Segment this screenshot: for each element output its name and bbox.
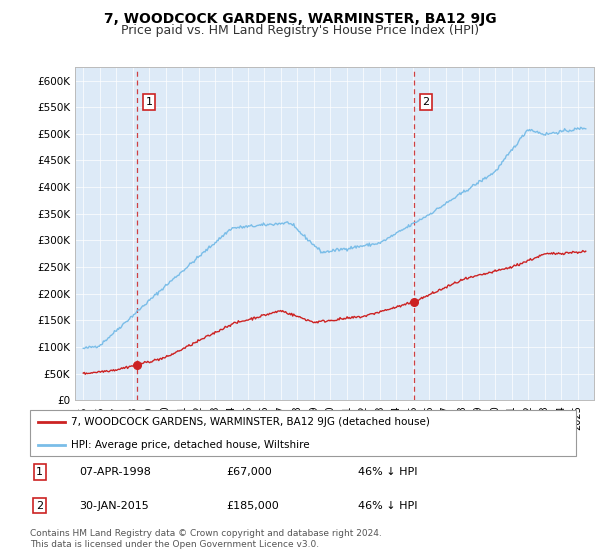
Text: 2: 2: [422, 97, 430, 107]
Text: 46% ↓ HPI: 46% ↓ HPI: [358, 467, 417, 477]
Text: 1: 1: [145, 97, 152, 107]
Text: 1: 1: [37, 467, 43, 477]
Text: 7, WOODCOCK GARDENS, WARMINSTER, BA12 9JG (detached house): 7, WOODCOCK GARDENS, WARMINSTER, BA12 9J…: [71, 417, 430, 427]
Text: Price paid vs. HM Land Registry's House Price Index (HPI): Price paid vs. HM Land Registry's House …: [121, 24, 479, 36]
Text: Contains HM Land Registry data © Crown copyright and database right 2024.
This d: Contains HM Land Registry data © Crown c…: [30, 529, 382, 549]
Text: 30-JAN-2015: 30-JAN-2015: [79, 501, 149, 511]
Text: 2: 2: [36, 501, 43, 511]
Text: 07-APR-1998: 07-APR-1998: [79, 467, 151, 477]
Text: £185,000: £185,000: [227, 501, 280, 511]
Text: 7, WOODCOCK GARDENS, WARMINSTER, BA12 9JG: 7, WOODCOCK GARDENS, WARMINSTER, BA12 9J…: [104, 12, 496, 26]
Text: 46% ↓ HPI: 46% ↓ HPI: [358, 501, 417, 511]
Text: HPI: Average price, detached house, Wiltshire: HPI: Average price, detached house, Wilt…: [71, 440, 310, 450]
FancyBboxPatch shape: [30, 410, 576, 456]
Text: £67,000: £67,000: [227, 467, 272, 477]
